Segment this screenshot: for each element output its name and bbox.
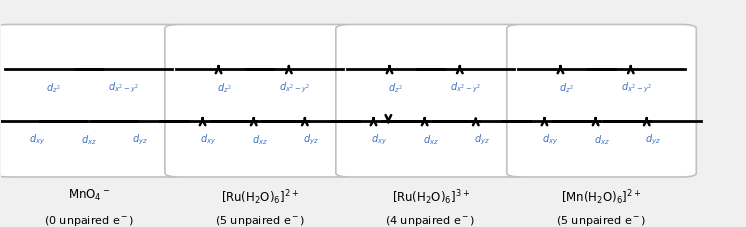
Text: $d_{x^2-y^2}$: $d_{x^2-y^2}$ [108,81,140,95]
Text: $d_{xz}$: $d_{xz}$ [594,132,609,146]
Text: $d_{xz}$: $d_{xz}$ [81,132,97,146]
Text: [Ru(H$_2$O)$_6$]$^{2+}$: [Ru(H$_2$O)$_6$]$^{2+}$ [221,187,298,206]
Text: $d_{yz}$: $d_{yz}$ [474,132,489,147]
Text: (5 unpaired e$^-$): (5 unpaired e$^-$) [557,213,647,227]
FancyBboxPatch shape [336,25,525,177]
Text: $d_{z^2}$: $d_{z^2}$ [559,81,574,94]
Text: MnO$_4$$^-$: MnO$_4$$^-$ [68,187,110,202]
Text: $d_{yz}$: $d_{yz}$ [132,132,148,147]
Text: $d_{yz}$: $d_{yz}$ [645,132,661,147]
Text: $d_{xz}$: $d_{xz}$ [251,132,268,146]
Text: $d_{xy}$: $d_{xy}$ [372,132,388,147]
FancyBboxPatch shape [0,25,184,177]
Text: $d_{x^2-y^2}$: $d_{x^2-y^2}$ [621,81,652,95]
Text: $d_{xz}$: $d_{xz}$ [423,132,439,146]
Text: $d_{xy}$: $d_{xy}$ [542,132,559,147]
FancyBboxPatch shape [165,25,354,177]
FancyBboxPatch shape [507,25,696,177]
Text: $d_{xy}$: $d_{xy}$ [201,132,216,147]
Text: $d_{z^2}$: $d_{z^2}$ [217,81,232,94]
Text: $d_{z^2}$: $d_{z^2}$ [388,81,403,94]
Text: $d_{z^2}$: $d_{z^2}$ [46,81,61,94]
Text: [Mn(H$_2$O)$_6$]$^{2+}$: [Mn(H$_2$O)$_6$]$^{2+}$ [561,187,642,206]
Text: [Ru(H$_2$O)$_6$]$^{3+}$: [Ru(H$_2$O)$_6$]$^{3+}$ [392,187,470,206]
Text: $d_{x^2-y^2}$: $d_{x^2-y^2}$ [279,81,310,95]
Text: (0 unpaired e$^-$): (0 unpaired e$^-$) [43,213,134,227]
Text: $d_{x^2-y^2}$: $d_{x^2-y^2}$ [450,81,481,95]
Text: (4 unpaired e$^-$): (4 unpaired e$^-$) [386,213,476,227]
Text: $d_{yz}$: $d_{yz}$ [303,132,319,147]
Text: (5 unpaired e$^-$): (5 unpaired e$^-$) [215,213,305,227]
Text: $d_{xy}$: $d_{xy}$ [29,132,46,147]
